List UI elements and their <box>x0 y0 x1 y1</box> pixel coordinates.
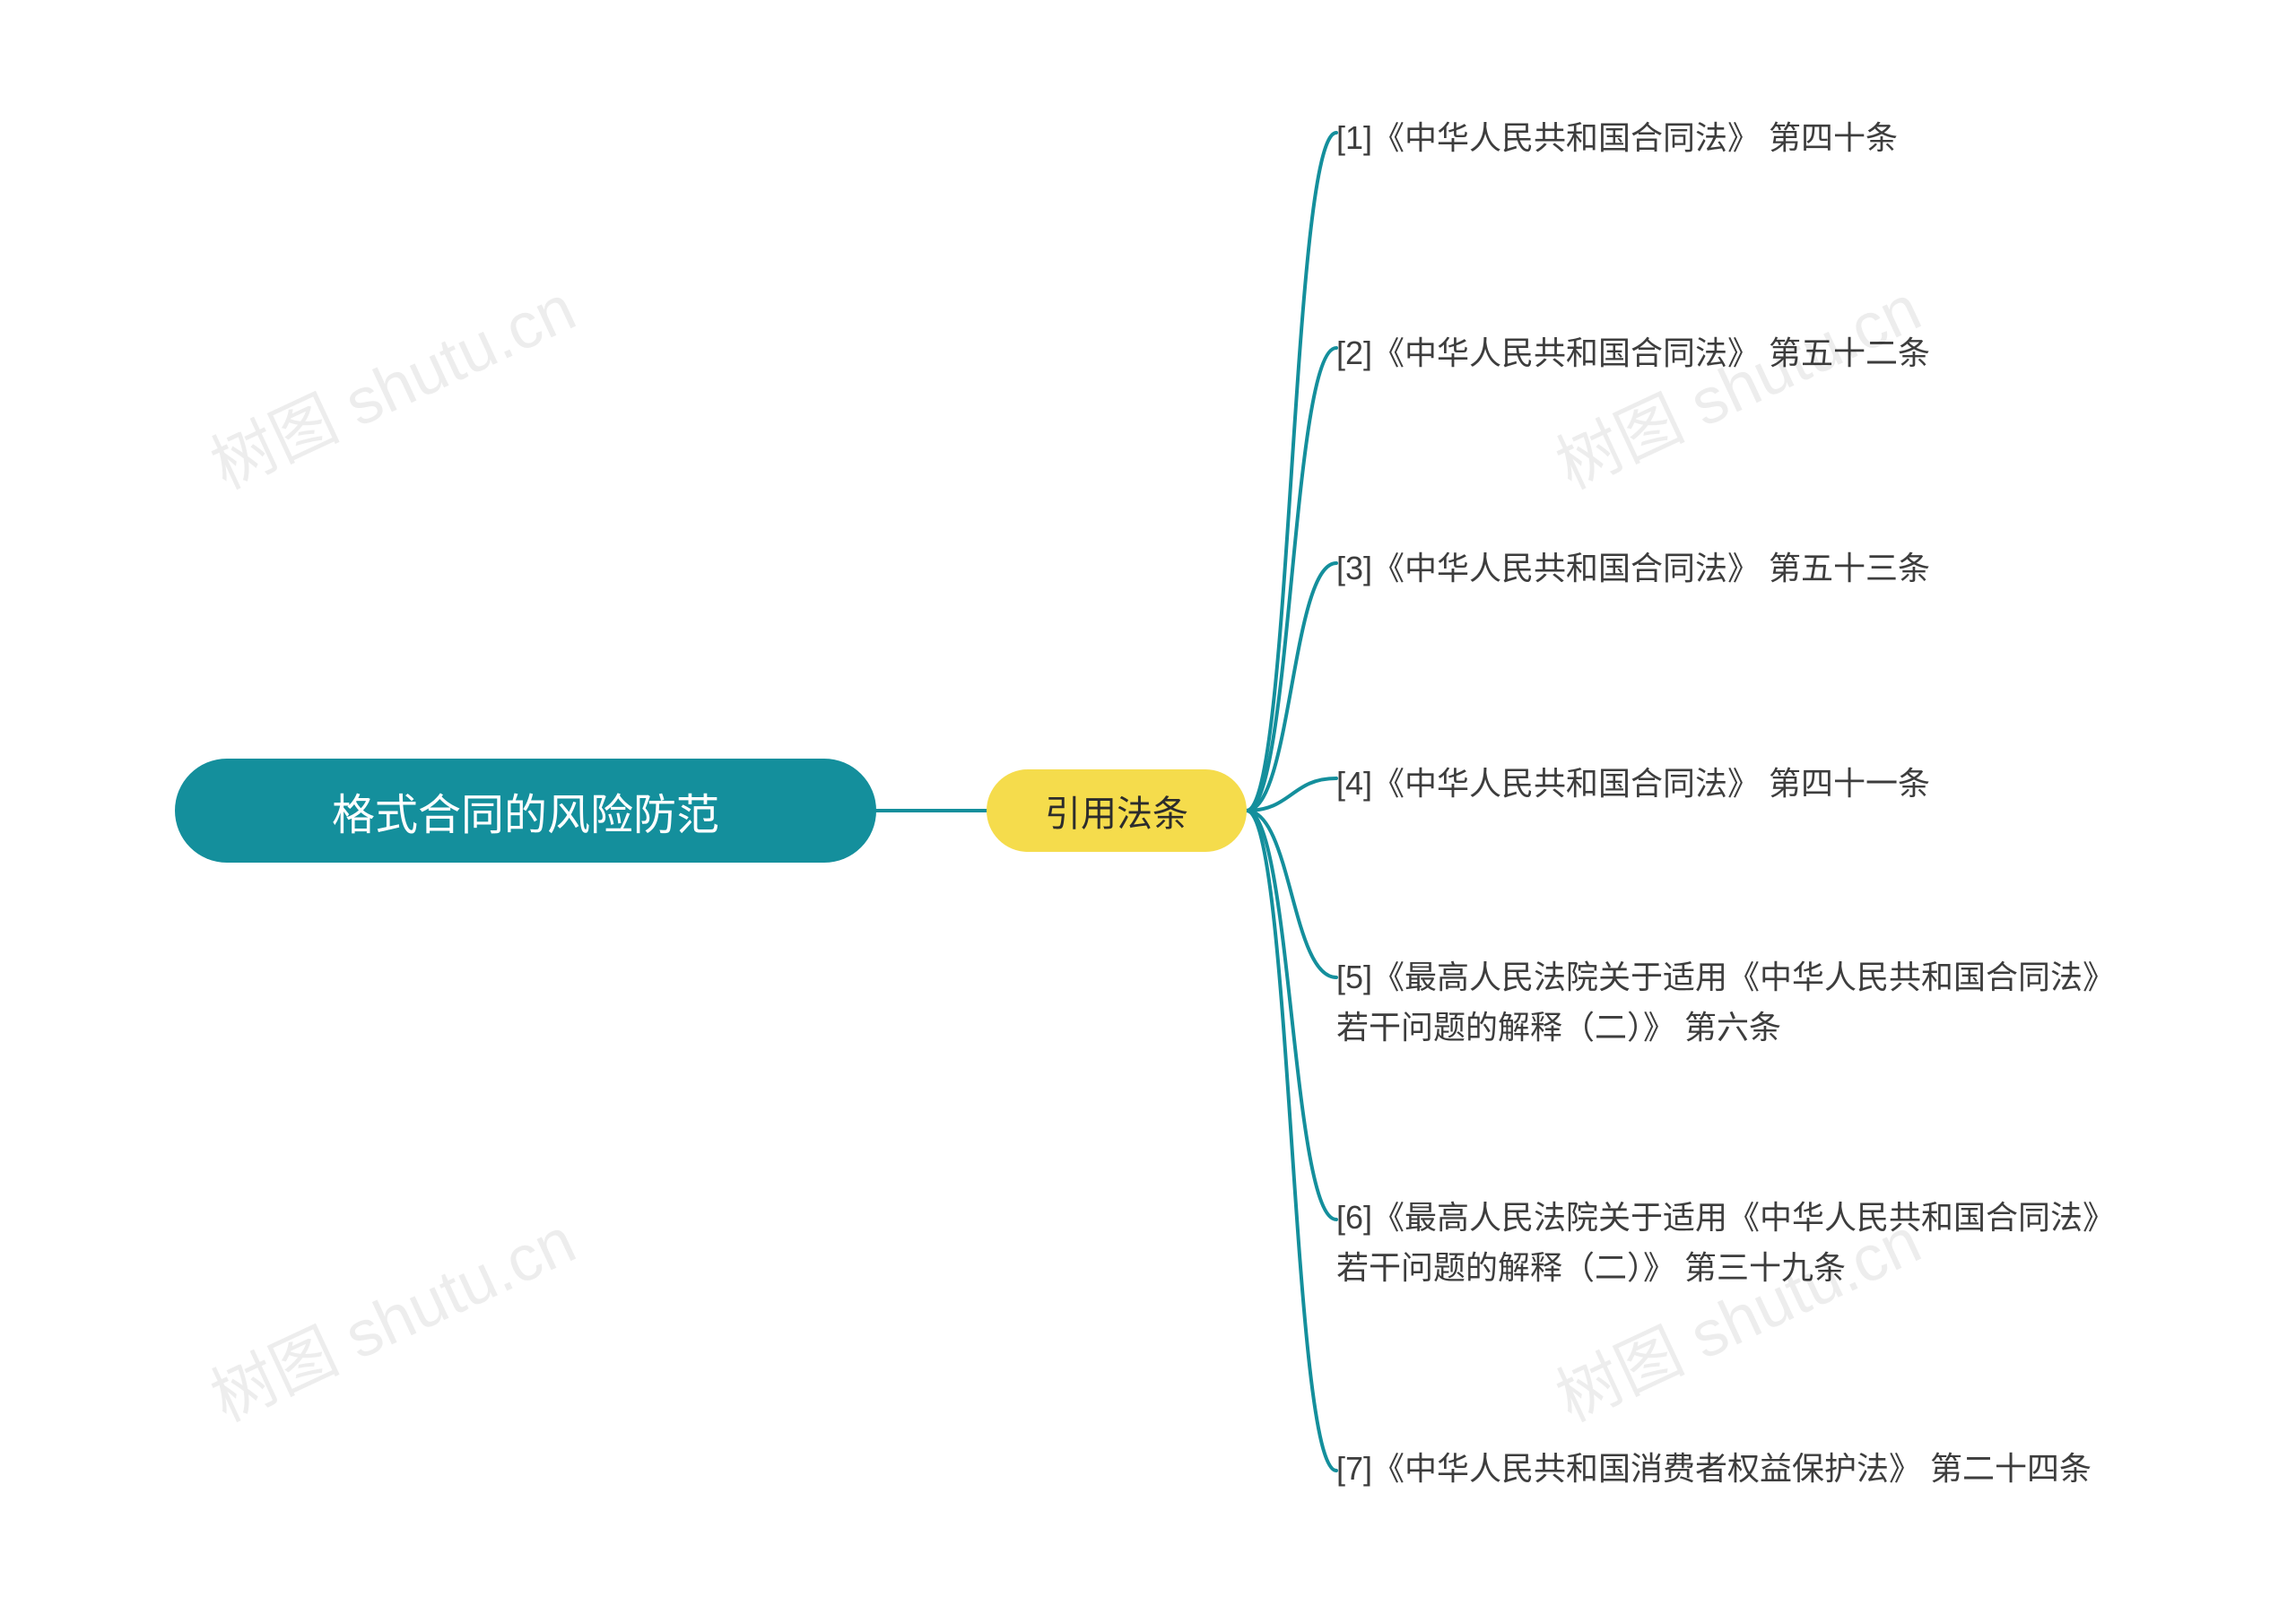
leaf-node-label: [2]《中华人民共和国合同法》 第五十二条 <box>1336 334 1930 371</box>
watermark: 树图 shutu.cn <box>194 256 588 507</box>
leaf-node-label: [7]《中华人民共和国消费者权益保护法》 第二十四条 <box>1336 1450 2092 1487</box>
root-node-label: 格式合同的风险防范 <box>332 779 719 842</box>
leaf-node-label: [6]《最高人民法院关于适用《中华人民共和国合同法》若干问题的解释（二）》 第三… <box>1336 1199 2099 1286</box>
leaf-node[interactable]: [3]《中华人民共和国合同法》 第五十三条 <box>1336 543 1930 594</box>
leaf-node[interactable]: [5]《最高人民法院关于适用《中华人民共和国合同法》若干问题的解释（二）》 第六… <box>1336 952 2108 1053</box>
leaf-node-label: [4]《中华人民共和国合同法》 第四十一条 <box>1336 765 1930 802</box>
leaf-node[interactable]: [4]《中华人民共和国合同法》 第四十一条 <box>1336 759 1930 809</box>
watermark: 树图 shutu.cn <box>1539 256 1934 507</box>
leaf-node-label: [5]《最高人民法院关于适用《中华人民共和国合同法》若干问题的解释（二）》 第六… <box>1336 959 2099 1046</box>
leaf-node-label: [1]《中华人民共和国合同法》 第四十条 <box>1336 119 1898 156</box>
leaf-node[interactable]: [7]《中华人民共和国消费者权益保护法》 第二十四条 <box>1336 1444 2092 1494</box>
sub-node[interactable]: 引用法条 <box>987 769 1247 852</box>
leaf-node-label: [3]《中华人民共和国合同法》 第五十三条 <box>1336 550 1930 586</box>
mindmap-canvas: 格式合同的风险防范 引用法条 [1]《中华人民共和国合同法》 第四十条 [2]《中… <box>0 0 2296 1606</box>
leaf-node[interactable]: [1]《中华人民共和国合同法》 第四十条 <box>1336 113 1898 163</box>
sub-node-label: 引用法条 <box>1045 785 1188 837</box>
leaf-node[interactable]: [2]《中华人民共和国合同法》 第五十二条 <box>1336 328 1930 378</box>
root-node[interactable]: 格式合同的风险防范 <box>175 759 876 863</box>
watermark: 树图 shutu.cn <box>194 1188 588 1439</box>
leaf-node[interactable]: [6]《最高人民法院关于适用《中华人民共和国合同法》若干问题的解释（二）》 第三… <box>1336 1193 2108 1293</box>
